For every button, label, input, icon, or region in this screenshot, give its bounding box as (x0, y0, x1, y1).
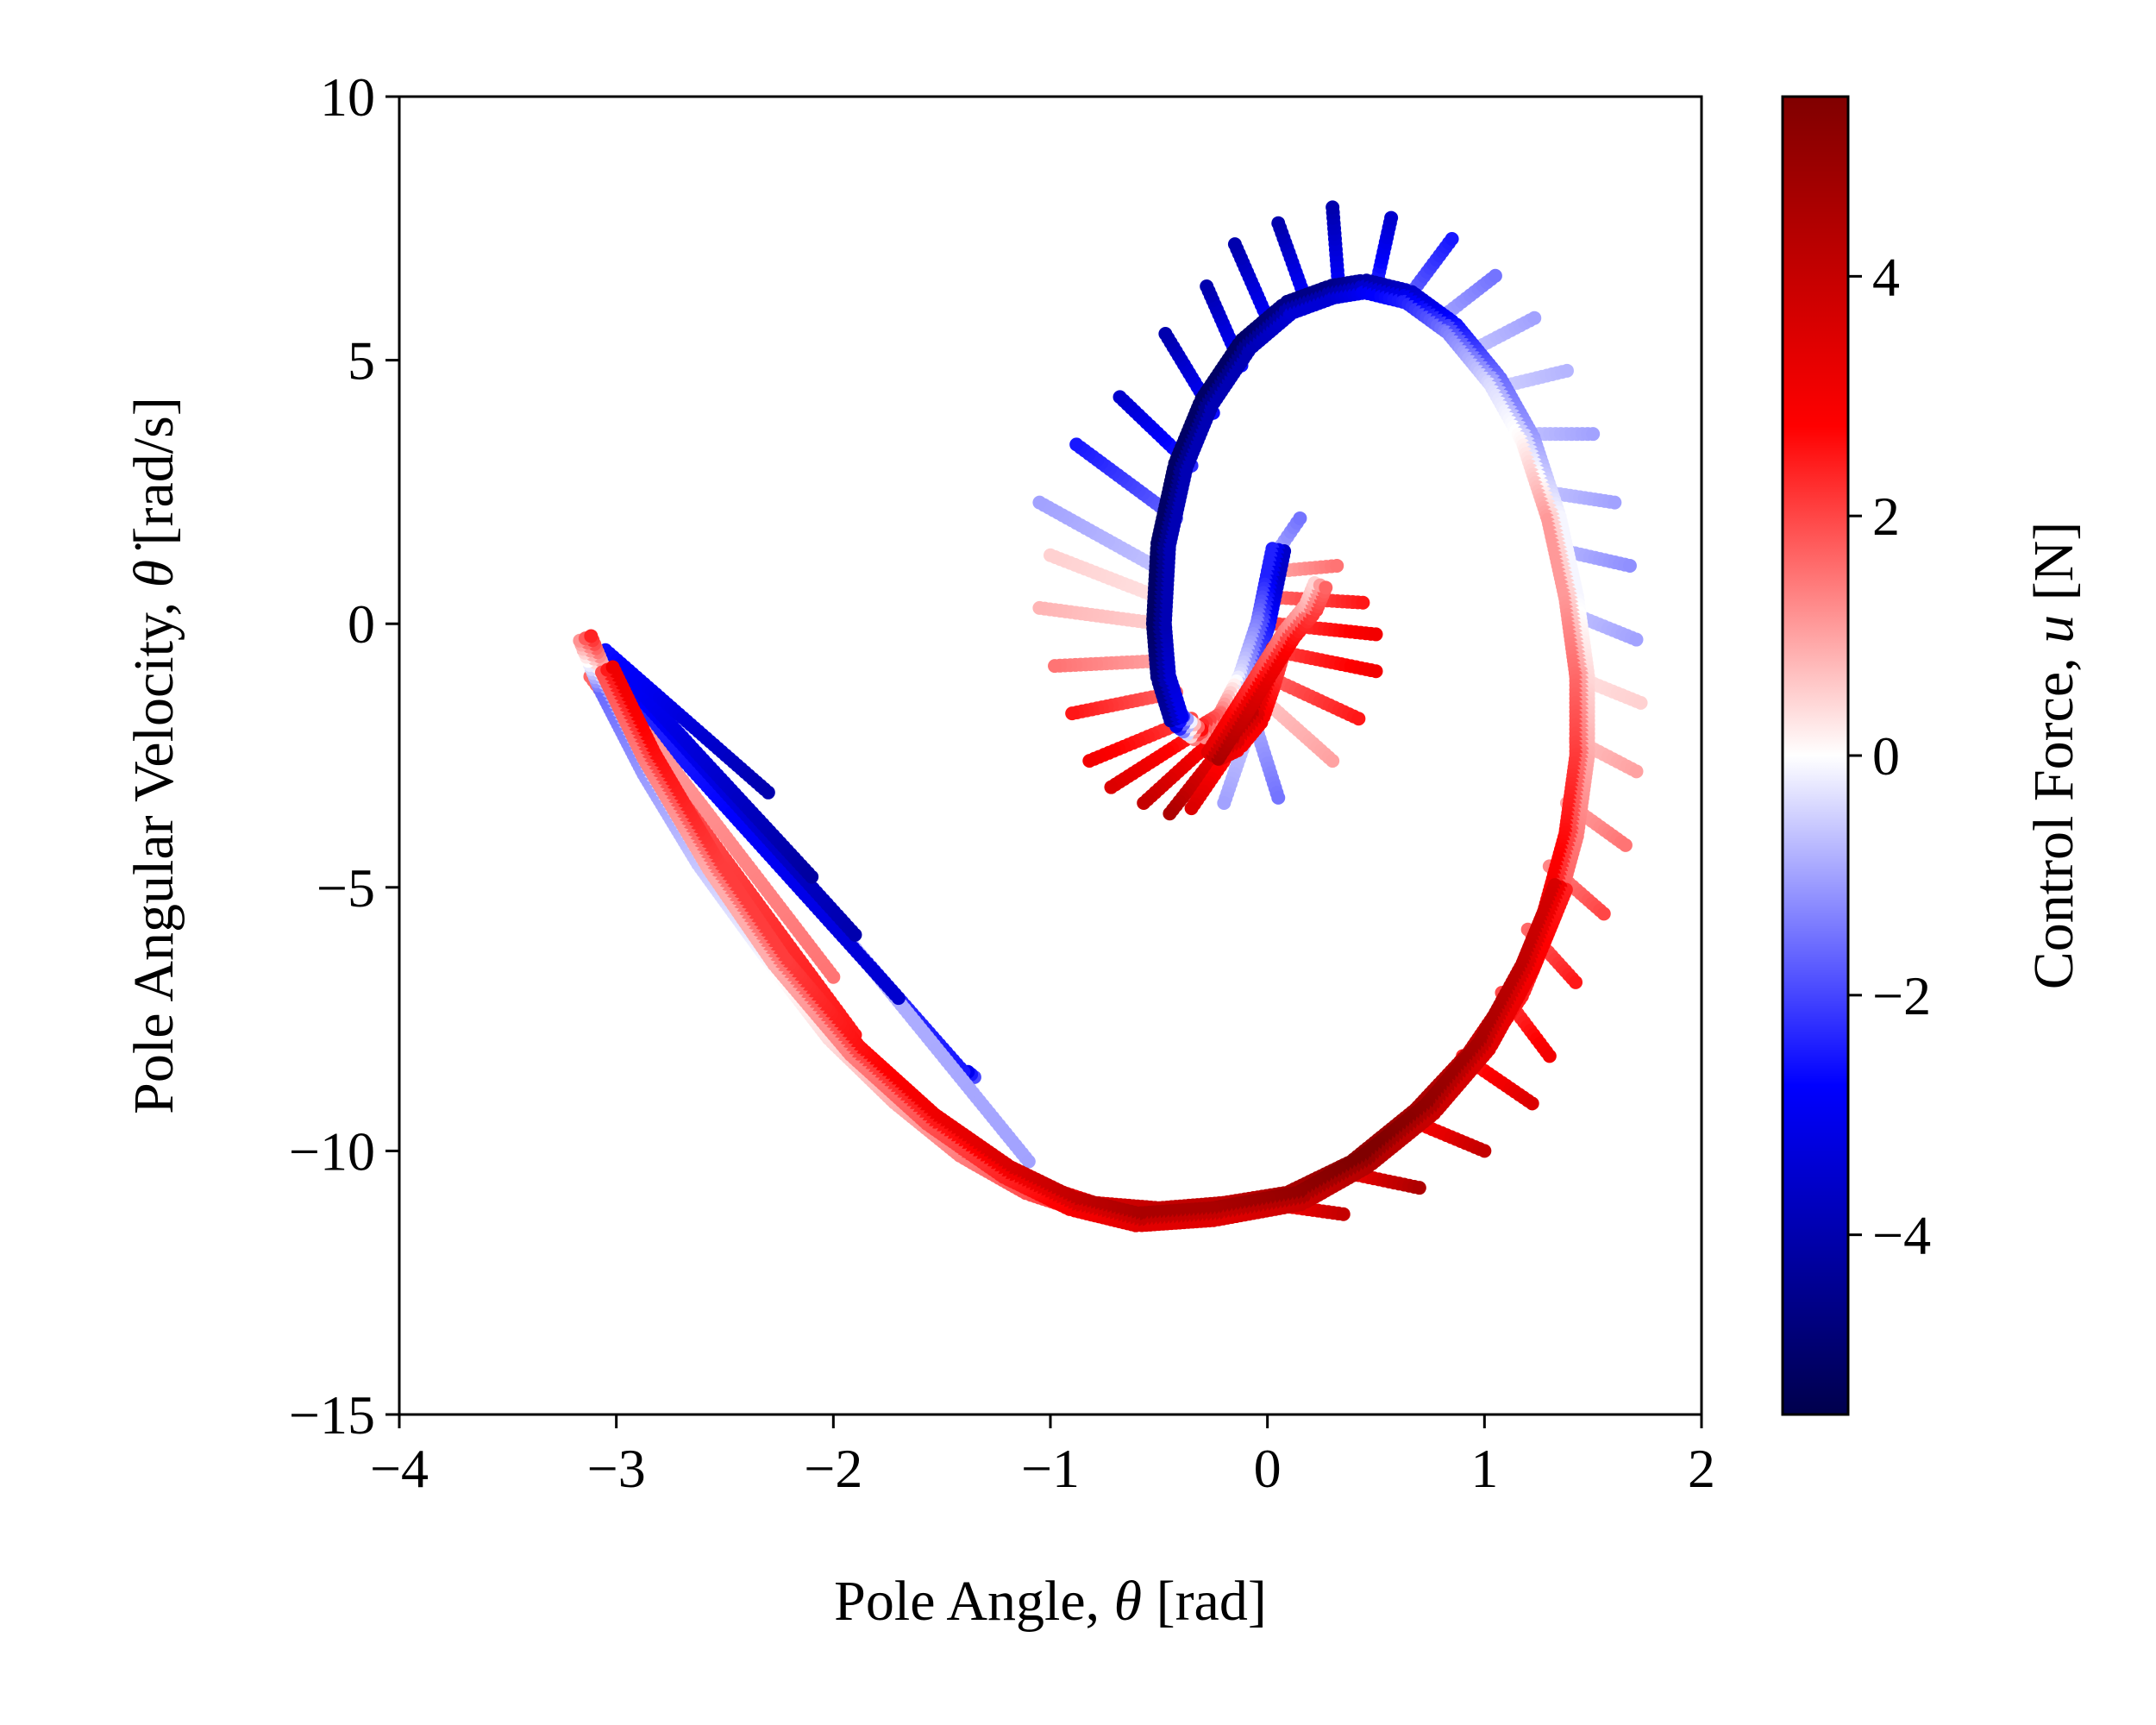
colorbar-tick-label: −4 (1872, 1205, 1931, 1266)
scatter-point (805, 869, 819, 884)
x-tick-label: 0 (1254, 1438, 1282, 1499)
y-tick-label: −10 (289, 1120, 375, 1182)
scatter-point (1633, 695, 1648, 710)
trajectory-ray (599, 643, 775, 800)
scatter-point (848, 927, 862, 942)
y-tick-label: 5 (348, 330, 375, 392)
scatter-point (1184, 801, 1199, 816)
scatter-point (1319, 580, 1333, 595)
scatter-point (1596, 906, 1611, 921)
colorbar-tick-label: −2 (1872, 965, 1931, 1026)
scatter-point (1629, 764, 1644, 779)
trajectory-ray (1082, 712, 1199, 768)
scatter-point (1032, 600, 1047, 615)
trajectory-ray (1032, 495, 1170, 579)
scatter-point (1271, 790, 1286, 805)
scatter-point (1021, 1154, 1036, 1169)
colorbar-label: Control Force, u [N] (2022, 522, 2085, 990)
scatter-point (1326, 754, 1340, 768)
scatter-point (1137, 796, 1151, 811)
scatter-point (1369, 664, 1383, 679)
x-axis-label: Pole Angle, θ [rad] (834, 1570, 1267, 1633)
scatter-point (1384, 210, 1399, 225)
scatter-point (1048, 659, 1062, 674)
scatter-point (1336, 1207, 1351, 1221)
colorbar-ticks: −4 −2 0 2 4 (1848, 246, 1931, 1266)
scatter-point (1618, 837, 1633, 852)
y-tick-label: −5 (317, 857, 375, 919)
colorbar: −4 −2 0 2 4 Control Force, u [N] (1781, 95, 2085, 1416)
trajectory-outer-loop-red-band (594, 660, 1573, 1233)
colorbar-tick-label: 4 (1872, 246, 1900, 307)
scatter-point (1445, 232, 1459, 247)
scatter-point (1104, 780, 1119, 794)
scatter-point (1200, 279, 1214, 294)
scatter-point (1622, 558, 1637, 573)
scatter-point (1158, 327, 1173, 342)
scatter-point (1569, 975, 1583, 989)
scatter-point (1271, 216, 1286, 230)
trajectory-ray (1401, 232, 1459, 304)
trajectory-ray (1369, 210, 1399, 294)
scatter-point (1542, 1049, 1557, 1063)
scatter-marks (573, 200, 1648, 1233)
scatter-point (1326, 200, 1340, 215)
scatter-point (826, 969, 841, 984)
scatter-point (1629, 632, 1644, 647)
scatter-point (1586, 427, 1601, 442)
trajectory-ray (1137, 732, 1220, 811)
trajectory-ray (1044, 548, 1166, 605)
scatter-point (605, 660, 620, 674)
scatter-point (1330, 558, 1344, 573)
x-tick-label: −1 (1021, 1438, 1080, 1499)
scatter-point (1608, 495, 1622, 510)
colorbar-gradient (1781, 95, 1850, 1416)
y-axis-ticks: −15 −10 −5 0 5 10 (289, 66, 399, 1446)
scatter-point (1488, 268, 1502, 283)
colorbar-tick-label: 2 (1872, 486, 1900, 547)
x-tick-label: −4 (370, 1438, 429, 1499)
scatter-point (1351, 712, 1366, 726)
y-tick-label: 10 (320, 66, 375, 128)
scatter-point (1477, 1144, 1492, 1158)
y-tick-label: −15 (289, 1384, 375, 1446)
scatter-point (1525, 1096, 1539, 1111)
y-axis-label: Pole Angular Velocity, θ̇ [rad/s] (122, 397, 185, 1114)
scatter-point (1065, 706, 1080, 721)
scatter-point (1112, 390, 1127, 405)
scatter-point (1069, 437, 1084, 452)
scatter-point (1227, 237, 1242, 252)
scatter-point (1559, 363, 1574, 378)
x-axis-ticks: −4 −3 −2 −1 0 1 2 (370, 1414, 1715, 1499)
trajectory-inner-red-fan (1200, 576, 1333, 767)
trajectory-ray (1271, 558, 1344, 579)
x-tick-label: −2 (804, 1438, 862, 1499)
scatter-point (1217, 796, 1232, 811)
x-tick-label: −3 (587, 1438, 646, 1499)
scatter-point (1082, 754, 1097, 768)
scatter-point (891, 991, 906, 1006)
scatter-point (1163, 806, 1177, 821)
scatter-point (1044, 548, 1057, 562)
scatter-point (761, 785, 775, 800)
x-tick-label: 1 (1470, 1438, 1498, 1499)
scatter-point (1412, 1181, 1426, 1195)
scatter-point (584, 629, 599, 643)
scatter-point (1356, 595, 1370, 610)
y-tick-label: 0 (348, 593, 375, 655)
colorbar-tick-label: 0 (1872, 725, 1900, 787)
plot-background (399, 97, 1702, 1414)
plot-area (398, 95, 1703, 1416)
scatter-point (1369, 627, 1383, 642)
scatter-point (1527, 310, 1542, 325)
scatter-point (1032, 495, 1047, 510)
x-tick-label: 2 (1688, 1438, 1715, 1499)
scatter-point (1293, 511, 1307, 525)
